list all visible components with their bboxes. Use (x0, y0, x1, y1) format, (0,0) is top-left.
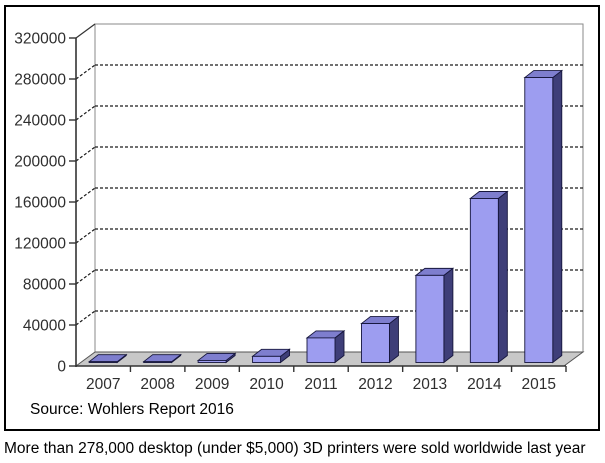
y-tick-label-0: 0 (57, 359, 66, 376)
y-tick-label-320000: 320000 (14, 31, 66, 48)
x-label-2007: 2007 (86, 376, 120, 393)
bar-2013 (414, 267, 455, 364)
bar-side-face (443, 267, 454, 364)
bar-front-face (88, 361, 118, 363)
gridlines (75, 64, 583, 326)
y-tick-label-200000: 200000 (14, 154, 66, 171)
bar-series (87, 69, 564, 364)
y-tick-label-160000: 160000 (14, 195, 66, 212)
bar-side-face (552, 69, 563, 364)
x-label-2015: 2015 (522, 376, 556, 393)
y-tick-label-280000: 280000 (14, 72, 66, 89)
side-gridline-160000 (75, 187, 96, 203)
bar-front-face (469, 198, 499, 363)
bar-side-face (388, 315, 399, 364)
side-gridline-280000 (75, 64, 96, 80)
caption-text: More than 278,000 desktop (under $5,000)… (4, 440, 586, 457)
source-note: Source: Wohlers Report 2016 (30, 401, 234, 418)
plot-back-wall (94, 23, 584, 353)
side-gridline-120000 (75, 228, 96, 244)
side-gridline-80000 (75, 269, 96, 285)
bar-2007 (87, 353, 128, 364)
axis-depth-line (75, 23, 96, 39)
y-tick-label-80000: 80000 (23, 277, 66, 294)
bar-2009 (196, 352, 237, 364)
bar-front-face (197, 360, 227, 363)
side-gridline-240000 (75, 105, 96, 121)
bar-2008 (142, 353, 182, 364)
bar-front-face (524, 77, 554, 363)
bar-front-face (143, 361, 173, 363)
x-label-2011: 2011 (304, 376, 337, 393)
y-tick-label-240000: 240000 (14, 113, 66, 130)
bar-2011 (305, 329, 346, 364)
x-label-2014: 2014 (467, 376, 502, 393)
bar-side-face (497, 190, 508, 364)
x-label-2008: 2008 (140, 376, 174, 393)
bar-front-face (415, 274, 445, 363)
bar-front-face (360, 323, 390, 363)
y-tick-label-40000: 40000 (23, 318, 66, 335)
bar-2015 (523, 69, 564, 364)
side-gridline-200000 (75, 146, 96, 162)
x-label-2013: 2013 (413, 376, 447, 393)
x-label-2009: 2009 (195, 376, 229, 393)
bar-front-face (306, 337, 336, 363)
y-axis: 0 40000 80000 120000 160000 200000 240000 28000… (14, 31, 76, 376)
bar-2014 (469, 190, 509, 364)
bar-front-face (252, 355, 282, 363)
x-label-2010: 2010 (249, 376, 284, 393)
x-axis: 2007 2008 2009 2010 2011 2012 2013 2014 2015 (86, 366, 567, 393)
bar-2010 (251, 348, 291, 364)
side-gridline-40000 (75, 310, 96, 326)
x-label-2012: 2012 (358, 376, 392, 393)
y-tick-label-120000: 120000 (14, 236, 66, 253)
bar-2012 (360, 315, 400, 364)
